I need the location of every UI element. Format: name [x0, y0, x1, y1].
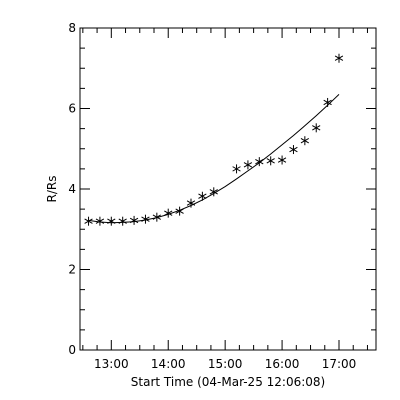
x-tick-label: 15:00 — [208, 357, 243, 371]
asterisk-stroke — [84, 218, 93, 224]
asterisk-stroke — [312, 125, 321, 131]
data-points — [84, 53, 344, 226]
data-point — [277, 155, 287, 165]
asterisk-stroke — [209, 189, 218, 195]
axis-ticks — [80, 27, 376, 351]
y-tick-label: 8 — [68, 21, 76, 35]
x-tick-label: 14:00 — [151, 357, 186, 371]
asterisk-stroke — [175, 208, 184, 214]
data-point — [266, 156, 275, 166]
asterisk-stroke — [107, 218, 116, 224]
data-point — [141, 214, 150, 224]
asterisk-stroke — [289, 146, 298, 153]
asterisk-stroke — [277, 157, 287, 163]
data-point — [232, 164, 241, 174]
asterisk-stroke — [266, 158, 275, 164]
asterisk-stroke — [152, 214, 162, 220]
asterisk-stroke — [243, 162, 253, 168]
asterisk-stroke — [95, 218, 105, 224]
data-point — [129, 215, 139, 225]
data-point — [323, 97, 332, 107]
y-tick-label: 4 — [68, 182, 76, 196]
asterisk-stroke — [198, 193, 207, 199]
x-axis-label: Start Time (04-Mar-25 12:06:08) — [131, 375, 325, 389]
x-tick-label: 13:00 — [94, 357, 129, 371]
axis-tick-labels: 0 2 4 6 8 13:00 14:00 15:00 16:00 17:00 — [68, 21, 356, 371]
y-tick-label: 0 — [68, 343, 76, 357]
fit-curve — [88, 94, 340, 224]
data-point — [289, 145, 298, 155]
asterisk-stroke — [129, 217, 139, 224]
data-point — [107, 216, 116, 226]
data-point — [152, 212, 162, 222]
asterisk-stroke — [164, 210, 173, 216]
data-point — [312, 123, 321, 133]
y-axis-label-group: R/Rs — [45, 176, 59, 203]
y-tick-label: 6 — [68, 102, 76, 116]
plot-frame — [79, 27, 377, 351]
data-point — [164, 208, 173, 218]
asterisk-stroke — [255, 158, 264, 165]
data-point — [255, 157, 264, 167]
x-tick-label: 16:00 — [265, 357, 300, 371]
data-point — [186, 198, 196, 208]
data-point — [175, 206, 184, 216]
asterisk-stroke — [186, 200, 196, 206]
asterisk-stroke — [232, 166, 241, 172]
asterisk-stroke — [300, 138, 310, 144]
x-tick-label: 17:00 — [322, 357, 357, 371]
data-point — [118, 216, 127, 226]
data-point — [209, 187, 218, 197]
y-tick-label: 2 — [68, 263, 76, 277]
asterisk-stroke — [118, 218, 127, 224]
data-point — [84, 216, 93, 226]
data-point — [95, 216, 105, 226]
data-point — [243, 160, 253, 170]
y-axis-label: R/Rs — [45, 176, 59, 203]
data-point — [198, 191, 207, 201]
data-point — [334, 53, 344, 63]
asterisk-stroke — [141, 216, 150, 222]
data-point — [300, 136, 310, 146]
asterisk-stroke — [334, 55, 344, 61]
asterisk-stroke — [323, 99, 332, 106]
